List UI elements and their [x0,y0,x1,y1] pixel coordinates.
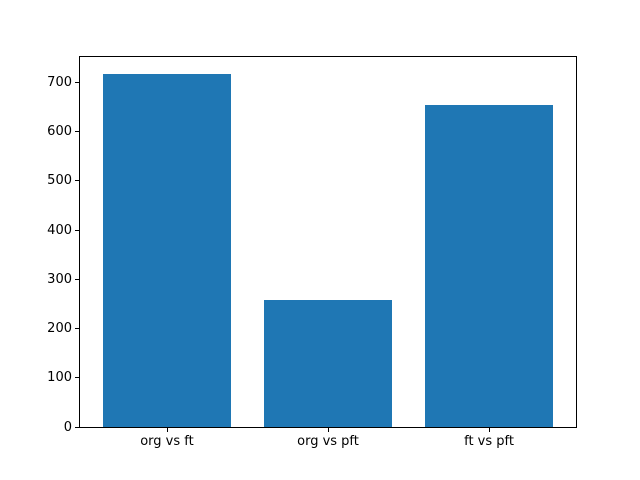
y-tick-mark [75,426,79,428]
y-tick-label: 200 [47,321,72,337]
plot-area: 0 100 200 300 400 500 600 700 org vs ft org vs p… [47,56,577,449]
x-tick-label: org vs pft [297,434,359,449]
y-tick-mark [75,278,79,280]
y-tick-mark [75,377,79,379]
y-tick-label: 0 [63,419,72,435]
y-tick-mark [75,82,79,84]
y-tick-mark [75,131,79,133]
y-tick-label: 500 [47,173,72,189]
y-tick-label: 300 [47,271,72,287]
x-tick-mark [328,428,329,432]
x-tick-label: ft vs pft [464,434,514,449]
y-tick-mark [75,328,79,330]
y-tick-label: 600 [47,124,72,140]
bar-org-vs-pft [263,300,393,427]
x-tick-mark [489,428,491,432]
y-tick-label: 100 [47,370,72,386]
y-tick-label: 400 [47,222,72,238]
x-tick-label: org vs ft [140,434,194,449]
y-tick-mark [75,180,79,182]
y-tick-label: 700 [47,75,72,91]
x-tick-mark [166,428,168,432]
bar-org-vs-ft [102,73,232,427]
y-tick-mark [75,229,79,231]
bar-ft-vs-pft [424,104,554,427]
